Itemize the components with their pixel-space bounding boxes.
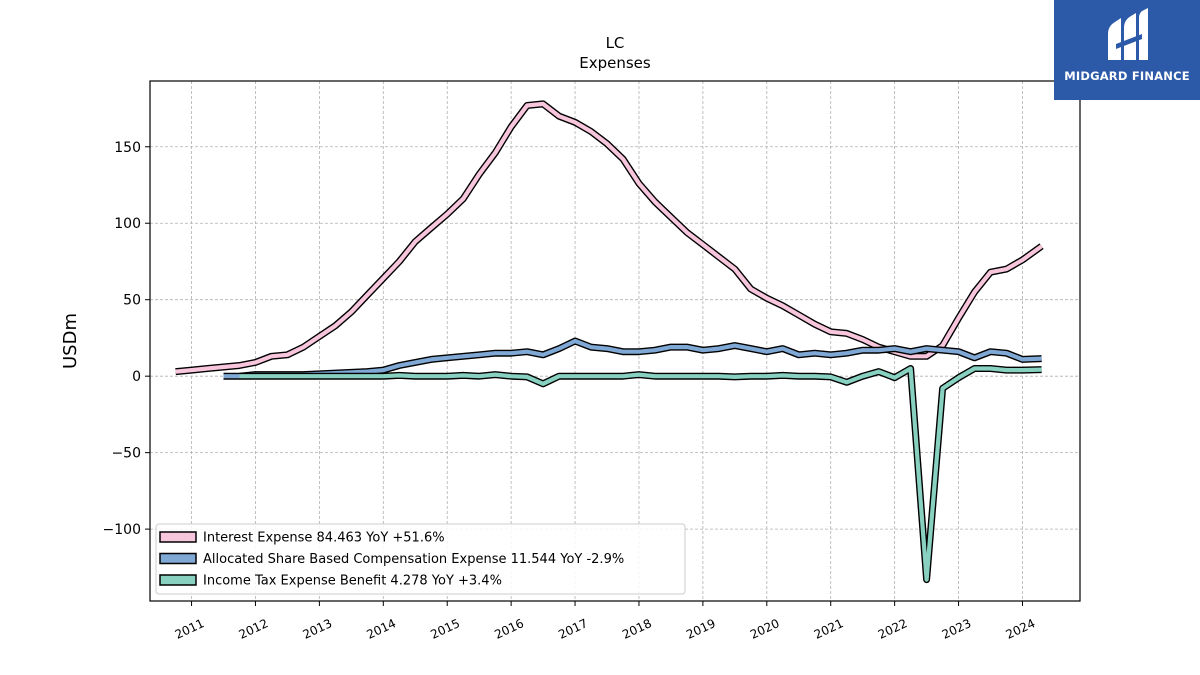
- midgard-finance-logo: MIDGARD FINANCE: [1054, 0, 1200, 100]
- brand-name: MIDGARD FINANCE: [1064, 69, 1190, 83]
- legend-item: Income Tax Expense Benefit 4.278 YoY +3.…: [159, 574, 502, 589]
- y-tick-label: 150: [114, 140, 141, 156]
- y-axis-label: USDm: [60, 313, 81, 369]
- y-tick-label: 50: [123, 293, 141, 309]
- series-2: [223, 337, 1042, 380]
- series-line: [223, 338, 1042, 379]
- midgard-finance-logo-icon: [1108, 8, 1148, 60]
- chart-subtitle: Expenses: [579, 54, 651, 72]
- legend-item: Interest Expense 84.463 YoY +51.6%: [159, 531, 445, 546]
- chart-title: LC: [606, 34, 625, 52]
- y-tick-label: 0: [132, 369, 141, 385]
- y-tick-label: −50: [111, 446, 141, 462]
- legend-label: Income Tax Expense Benefit 4.278 YoY +3.…: [203, 574, 502, 589]
- x-tick-label: 2020: [748, 616, 782, 642]
- x-tick-label: 2023: [940, 616, 974, 642]
- series-line: [239, 366, 1042, 582]
- x-tick-label: 2011: [173, 616, 207, 642]
- legend-swatch: [159, 552, 197, 565]
- series-lines: [175, 100, 1044, 584]
- series-3: [239, 365, 1042, 584]
- x-tick-label: 2024: [1004, 616, 1038, 642]
- legend: Interest Expense 84.463 YoY +51.6% Alloca…: [155, 523, 686, 595]
- legend-item: Allocated Share Based Compensation Expen…: [159, 552, 624, 567]
- grid-lines: [150, 81, 1080, 601]
- legend-swatch: [159, 574, 197, 586]
- series-1: [175, 100, 1044, 376]
- plot-frame: [149, 80, 1081, 602]
- series-line: [175, 101, 1043, 374]
- x-tick-label: 2015: [428, 616, 462, 642]
- legend-label: Interest Expense 84.463 YoY +51.6%: [203, 531, 445, 546]
- x-tick-label: 2016: [492, 616, 526, 642]
- y-tick-label: 100: [114, 216, 141, 232]
- x-tick-label: 2013: [301, 616, 335, 642]
- legend-label: Allocated Share Based Compensation Expen…: [203, 552, 624, 567]
- x-tick-label: 2021: [812, 616, 846, 642]
- x-tick-label: 2018: [620, 616, 654, 642]
- legend-swatch: [159, 531, 197, 543]
- x-tick-label: 2014: [364, 616, 398, 642]
- x-tick-label: 2017: [556, 616, 590, 642]
- x-tick-label: 2012: [237, 616, 271, 642]
- legend-box: [155, 523, 686, 595]
- x-tick-label: 2019: [684, 616, 718, 642]
- y-tick-label: −100: [103, 522, 141, 538]
- x-tick-label: 2022: [876, 616, 910, 642]
